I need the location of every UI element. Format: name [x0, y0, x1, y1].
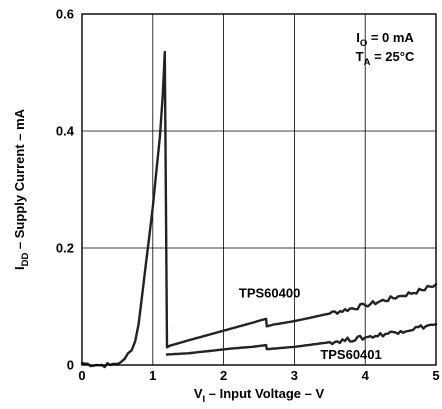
- series-lines: [80, 50, 438, 369]
- condition-temperature: TA = 25°C: [356, 49, 415, 68]
- grid: [82, 14, 436, 365]
- x-axis-label-rest: – Input Voltage – V: [205, 386, 324, 401]
- y-tick-label: 0.4: [56, 124, 75, 139]
- y-tick-label: 0: [67, 358, 74, 373]
- x-tick-label: 1: [149, 368, 156, 383]
- series-line-tps60400: [80, 50, 438, 369]
- y-axis-label: IDD – Supply Current – mA: [12, 108, 31, 270]
- x-axis-label: VI – Input Voltage – V: [194, 386, 325, 405]
- series-line-tps60401: [165, 322, 438, 356]
- x-axis-label-sub: I: [203, 394, 206, 405]
- conditions-annotation: IO = 0 mA TA = 25°C: [356, 30, 415, 68]
- y-axis-label-sub: DD: [20, 253, 31, 267]
- condition-current: IO = 0 mA: [356, 30, 414, 49]
- condition-temperature-main: T: [356, 49, 364, 64]
- x-tick-label: 5: [432, 368, 439, 383]
- x-tick-label: 0: [78, 368, 85, 383]
- condition-current-sub: O: [360, 38, 367, 49]
- y-tick-label: 0.2: [56, 241, 74, 256]
- series-labels: TPS60400 TPS60401: [239, 286, 382, 362]
- x-tick-label: 4: [362, 368, 370, 383]
- plot-frame: [81, 13, 437, 366]
- y-axis-label-rest: – Supply Current – mA: [12, 108, 27, 252]
- condition-current-rest: = 0 mA: [367, 30, 414, 45]
- y-tick-label: 0.6: [56, 7, 74, 22]
- tick-labels: 0 1 2 3 4 5 0 0.2 0.4 0.6: [56, 7, 440, 384]
- condition-temperature-rest: = 25°C: [370, 49, 414, 64]
- x-tick-label: 3: [291, 368, 298, 383]
- series-label-tps60400: TPS60400: [239, 286, 300, 301]
- condition-temperature-sub: A: [364, 57, 371, 68]
- x-axis-label-main: V: [194, 386, 203, 401]
- x-tick-label: 2: [220, 368, 227, 383]
- y-axis-label-main: I: [12, 266, 27, 270]
- series-label-tps60401: TPS60401: [320, 347, 381, 362]
- condition-current-main: I: [356, 30, 360, 45]
